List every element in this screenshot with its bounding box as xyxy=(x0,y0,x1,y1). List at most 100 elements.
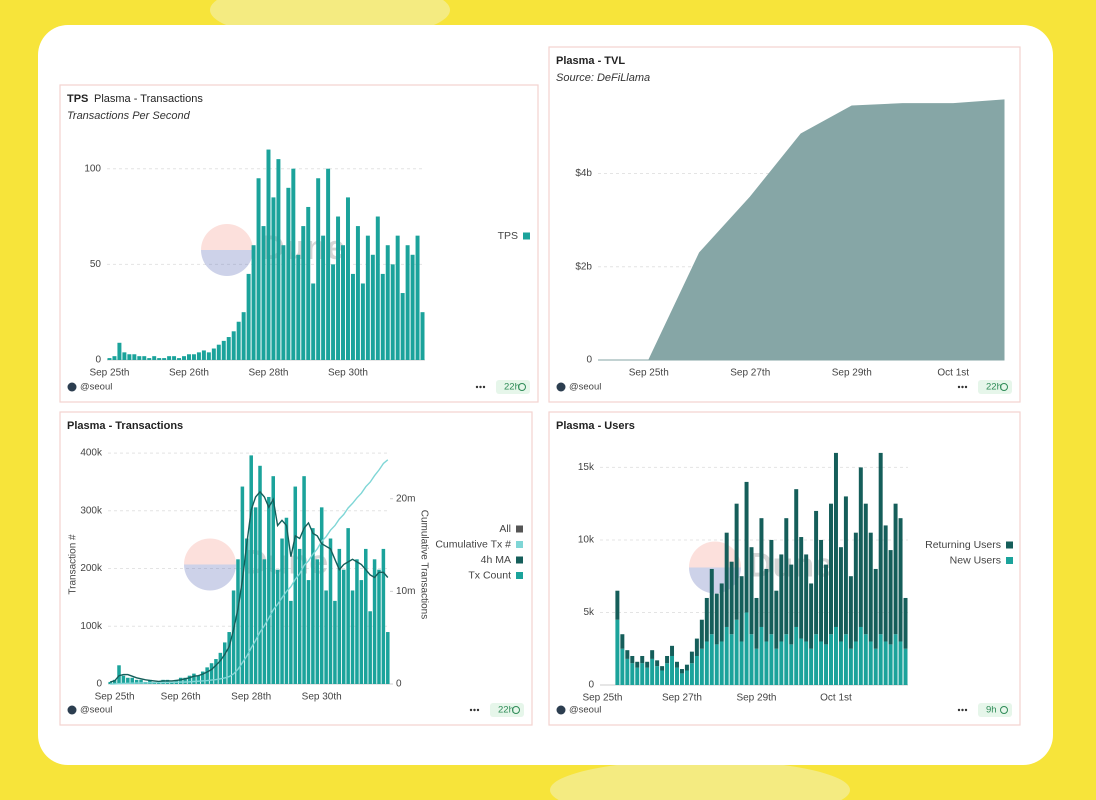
y-tick-label: 0 xyxy=(586,355,592,366)
bar xyxy=(620,648,625,685)
bar xyxy=(804,554,809,642)
bar xyxy=(289,600,293,684)
bar xyxy=(863,634,868,685)
bar xyxy=(206,352,211,360)
bar xyxy=(709,568,714,635)
x-tick-label: Sep 30th xyxy=(302,692,342,703)
bar xyxy=(226,337,231,360)
bar xyxy=(734,503,739,620)
legend-swatch xyxy=(1006,541,1013,549)
bar xyxy=(650,650,655,659)
updated-time: 9h xyxy=(986,705,997,716)
bar xyxy=(868,532,873,642)
y-axis-title: Transaction # xyxy=(68,534,79,595)
bar xyxy=(420,312,425,360)
bar xyxy=(878,634,883,685)
bar xyxy=(615,590,620,620)
legend-label[interactable]: 4h MA xyxy=(481,554,511,566)
bar xyxy=(684,670,689,685)
bar xyxy=(256,178,261,360)
chart-title: Plasma - Transactions xyxy=(67,420,183,432)
bar xyxy=(306,580,311,684)
bar xyxy=(645,661,650,668)
bar xyxy=(221,340,226,360)
legend-swatch xyxy=(1006,557,1013,564)
bar xyxy=(286,187,291,360)
bar xyxy=(365,235,370,360)
bar xyxy=(218,652,223,684)
bar xyxy=(157,358,162,360)
bar xyxy=(227,632,231,684)
bar xyxy=(236,321,241,360)
bar xyxy=(814,634,819,685)
bar xyxy=(331,264,336,360)
bar xyxy=(321,235,326,360)
author: @seoul xyxy=(569,382,601,393)
y-tick-label: 200k xyxy=(80,563,103,574)
watermark-logo xyxy=(201,250,253,276)
bar xyxy=(231,590,236,684)
bar xyxy=(316,178,321,360)
bar xyxy=(819,539,824,642)
more-menu xyxy=(469,708,473,712)
bar xyxy=(858,467,863,627)
bar xyxy=(794,489,799,627)
updated-check xyxy=(518,383,526,391)
bar xyxy=(341,569,346,684)
bar xyxy=(112,356,117,360)
bar xyxy=(853,532,858,642)
legend-label[interactable]: New Users xyxy=(950,554,1001,566)
more-menu xyxy=(957,708,961,712)
bar xyxy=(162,358,167,360)
bar xyxy=(293,486,298,684)
bar xyxy=(829,503,833,635)
author-avatar xyxy=(67,705,77,715)
updated-time: 22h xyxy=(986,382,1002,393)
x-tick-label: Sep 25th xyxy=(89,368,129,379)
y-tick-label: 5k xyxy=(583,607,595,618)
bar xyxy=(769,539,774,635)
watermark-logo xyxy=(184,538,236,565)
bar xyxy=(117,665,121,684)
bar xyxy=(655,666,660,685)
bar xyxy=(838,547,843,642)
y-tick-label: 400k xyxy=(80,448,103,459)
more-menu xyxy=(961,708,964,712)
bar xyxy=(196,675,201,684)
bar xyxy=(679,673,684,685)
author: @seoul xyxy=(80,382,112,393)
legend-label[interactable]: Tx Count xyxy=(468,569,511,581)
bar xyxy=(719,583,724,642)
bar xyxy=(328,538,333,684)
bar xyxy=(251,245,256,360)
bar xyxy=(326,168,331,360)
bar xyxy=(302,476,306,684)
bar xyxy=(838,641,843,685)
bar xyxy=(187,675,192,684)
bar xyxy=(714,593,719,645)
bar xyxy=(336,216,341,360)
bar xyxy=(749,634,754,685)
chart-subtitle: Source: DeFiLlama xyxy=(556,72,650,84)
legend-label[interactable]: TPS xyxy=(498,230,518,242)
bar xyxy=(192,673,196,684)
y-tick-label: $2b xyxy=(575,261,592,272)
bar xyxy=(364,548,368,684)
bar xyxy=(824,644,829,685)
bar xyxy=(759,626,764,685)
bar xyxy=(241,312,246,360)
author: @seoul xyxy=(80,705,112,716)
bar xyxy=(848,648,853,685)
x-tick-label: Sep 29th xyxy=(832,368,872,379)
bar xyxy=(266,149,271,360)
bar xyxy=(341,245,346,360)
bar xyxy=(764,568,769,642)
bar xyxy=(789,644,794,685)
y2-tick-label: 10m xyxy=(396,586,415,597)
bar xyxy=(729,561,734,635)
more-menu xyxy=(476,708,480,712)
legend-label[interactable]: Returning Users xyxy=(925,539,1001,551)
bar xyxy=(400,293,405,360)
legend-label[interactable]: Cumulative Tx # xyxy=(435,538,511,550)
bar xyxy=(709,634,714,685)
